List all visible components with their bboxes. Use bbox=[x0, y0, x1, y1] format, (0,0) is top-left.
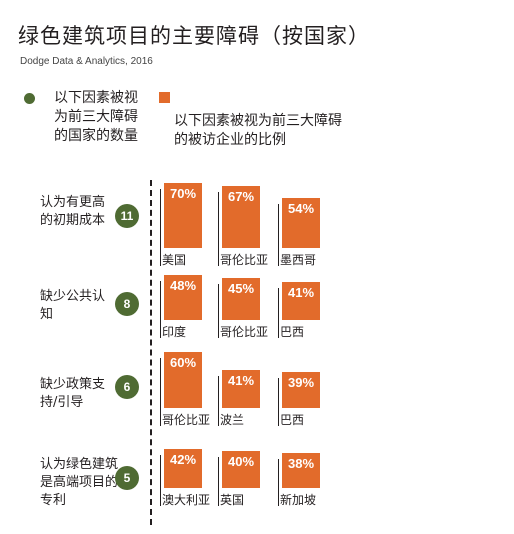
country-label: 墨西哥 bbox=[280, 253, 317, 267]
bar-frame-line bbox=[278, 459, 279, 506]
dashed-divider bbox=[150, 180, 152, 525]
count-circle: 11 bbox=[115, 204, 139, 228]
bar-value-label: 48% bbox=[169, 278, 197, 293]
bar-value-label: 41% bbox=[227, 373, 255, 388]
count-circle: 8 bbox=[115, 292, 139, 316]
country-label: 巴西 bbox=[280, 325, 305, 339]
bar-frame-line bbox=[278, 204, 279, 266]
bar-value-label: 41% bbox=[287, 285, 315, 300]
country-label: 美国 bbox=[162, 253, 187, 267]
bar-value-label: 45% bbox=[227, 281, 255, 296]
country-label: 印度 bbox=[162, 325, 187, 339]
source-note: Dodge Data & Analytics, 2016 bbox=[20, 56, 153, 67]
barrier-label: 认为有更高的初期成本 bbox=[40, 195, 106, 228]
bar bbox=[282, 372, 320, 408]
bar bbox=[282, 282, 320, 320]
count-circle: 6 bbox=[115, 375, 139, 399]
bar bbox=[222, 370, 260, 408]
bar bbox=[222, 186, 260, 248]
barrier-label: 缺少公共认知 bbox=[40, 289, 106, 322]
bar-frame-line bbox=[160, 281, 161, 338]
legend-square-icon bbox=[159, 92, 170, 103]
country-label: 哥伦比亚 bbox=[162, 413, 211, 427]
bar bbox=[222, 451, 260, 488]
bar-value-label: 67% bbox=[227, 189, 255, 204]
count-circle: 5 bbox=[115, 466, 139, 490]
bar-frame-line bbox=[160, 455, 161, 506]
bar-frame-line bbox=[278, 378, 279, 426]
bar-frame-line bbox=[218, 192, 219, 266]
legend-percent-label: 以下因素被视为前三大障碍的被访企业的比例 bbox=[174, 113, 342, 148]
bar bbox=[282, 453, 320, 488]
country-label: 哥伦比亚 bbox=[220, 325, 269, 339]
legend-circle-icon bbox=[24, 93, 35, 104]
bar-frame-line bbox=[218, 376, 219, 426]
bar bbox=[164, 352, 202, 408]
country-label: 波兰 bbox=[220, 413, 245, 427]
bar bbox=[282, 198, 320, 248]
bar bbox=[164, 449, 202, 488]
bar bbox=[164, 275, 202, 320]
bar bbox=[222, 278, 260, 320]
country-label: 英国 bbox=[220, 493, 245, 507]
bar bbox=[164, 183, 202, 248]
country-label: 新加坡 bbox=[280, 493, 317, 507]
country-label: 巴西 bbox=[280, 413, 305, 427]
barrier-label: 缺少政策支持/引导 bbox=[40, 377, 106, 410]
legend-count-label: 以下因素被视为前三大障碍的国家的数量 bbox=[54, 90, 138, 144]
bar-value-label: 70% bbox=[169, 186, 197, 201]
bar-value-label: 42% bbox=[169, 452, 197, 467]
bar-value-label: 39% bbox=[287, 375, 315, 390]
bar-value-label: 54% bbox=[287, 201, 315, 216]
bar-value-label: 40% bbox=[227, 454, 255, 469]
bar-value-label: 60% bbox=[169, 355, 197, 370]
bar-frame-line bbox=[160, 358, 161, 426]
chart-title: 绿色建筑项目的主要障碍（按国家） bbox=[18, 24, 370, 48]
barrier-label: 认为绿色建筑是高端项目的专利 bbox=[40, 457, 119, 508]
bar-frame-line bbox=[160, 189, 161, 266]
country-label: 澳大利亚 bbox=[162, 493, 211, 507]
country-label: 哥伦比亚 bbox=[220, 253, 269, 267]
bar-frame-line bbox=[278, 288, 279, 338]
bar-value-label: 38% bbox=[287, 456, 315, 471]
bar-frame-line bbox=[218, 284, 219, 338]
bar-frame-line bbox=[218, 457, 219, 506]
